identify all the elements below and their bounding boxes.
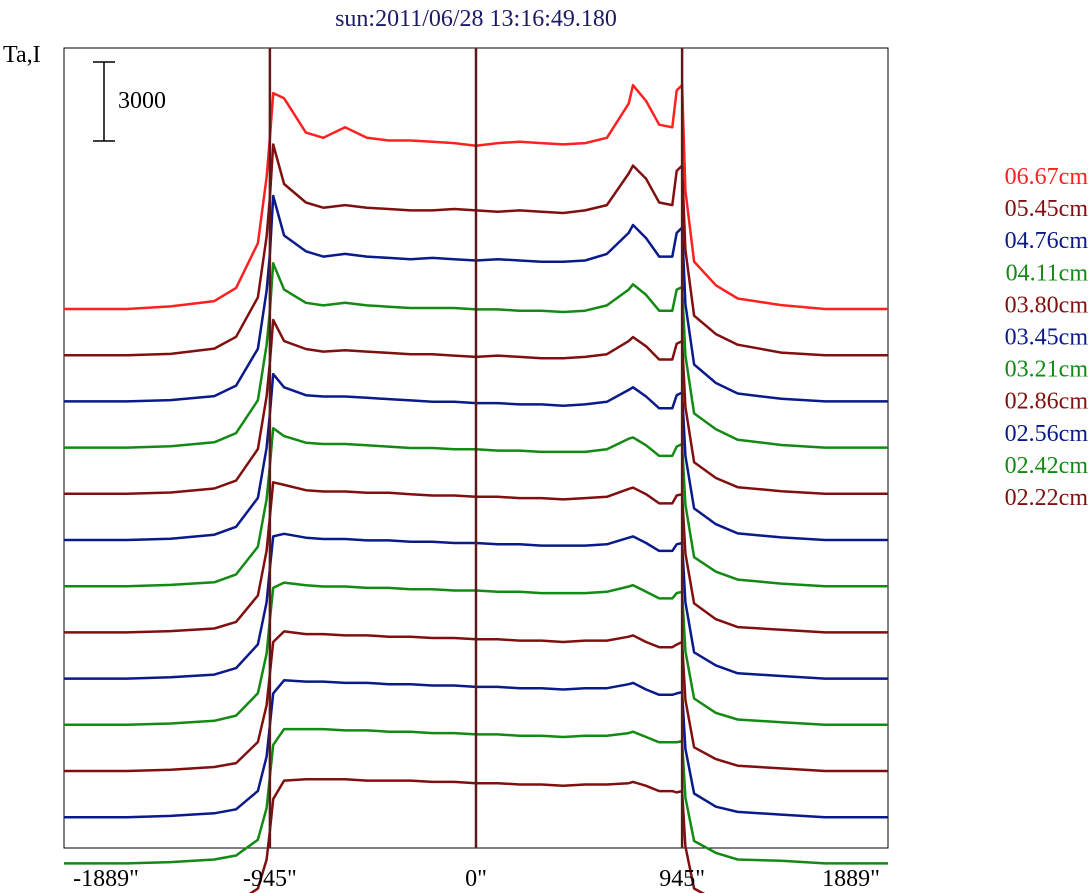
legend-item: 02.86cm — [1005, 389, 1089, 415]
legend-item: 04.11cm — [1006, 260, 1089, 286]
trace-line — [64, 679, 888, 819]
trace-line — [64, 426, 888, 588]
scale-bar-label: 3000 — [118, 88, 166, 114]
y-axis-label: Ta,I — [3, 42, 41, 68]
trace-line — [64, 372, 888, 542]
trace-line — [64, 194, 888, 403]
legend-item: 03.45cm — [1005, 325, 1089, 351]
scale-bar — [93, 61, 115, 142]
trace-line — [64, 727, 888, 865]
legend-item: 04.76cm — [1005, 228, 1089, 254]
trace-line — [64, 481, 888, 634]
trace-group — [64, 83, 888, 893]
x-tick-label: 0" — [465, 866, 487, 892]
chart-title: sun:2011/06/28 13:16:49.180 — [335, 6, 617, 32]
trace-line — [64, 83, 888, 311]
legend-item: 02.42cm — [1005, 453, 1089, 479]
x-tick-label: -1889" — [73, 866, 139, 892]
trace-line — [64, 318, 888, 496]
legend-item: 05.45cm — [1005, 196, 1089, 222]
legend-item: 06.67cm — [1005, 164, 1089, 190]
legend-item: 03.21cm — [1005, 357, 1089, 383]
x-tick-label: 945" — [659, 866, 705, 892]
trace-line — [64, 630, 888, 773]
legend-item: 03.80cm — [1005, 292, 1089, 318]
trace-line — [248, 778, 705, 893]
trace-line — [64, 581, 888, 727]
trace-line — [64, 262, 888, 449]
legend: 06.67cm 05.45cm 04.76cm 04.11cm 03.80cm 03.45… — [1005, 164, 1089, 511]
trace-line — [64, 143, 888, 357]
reference-lines — [268, 48, 684, 848]
x-tick-label: 1889" — [822, 866, 880, 892]
trace-line — [64, 532, 888, 680]
legend-item: 02.22cm — [1005, 485, 1089, 511]
x-tick-labels: -1889" -945" 0" 945" 1889" — [73, 866, 880, 892]
legend-item: 02.56cm — [1005, 421, 1089, 447]
x-tick-label: -945" — [243, 866, 297, 892]
